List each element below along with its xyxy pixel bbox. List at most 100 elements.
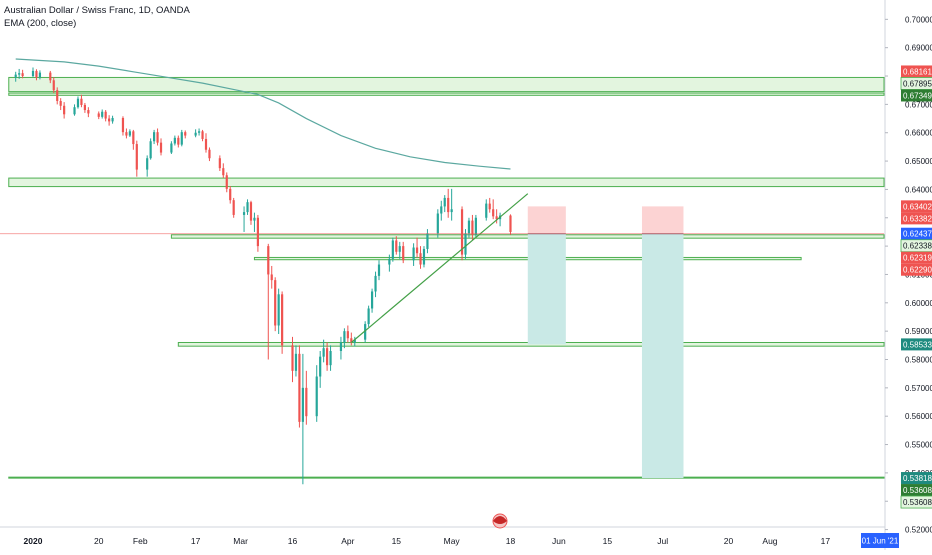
candle-body <box>63 105 66 115</box>
price-label-text: 0.53608 <box>903 498 932 507</box>
candle <box>63 102 66 119</box>
x-tick-label: 20 <box>94 536 104 546</box>
candle-body <box>128 131 131 136</box>
candle <box>443 195 446 213</box>
candle-body <box>353 339 356 343</box>
candle-body <box>135 144 138 170</box>
candle-body <box>301 387 304 422</box>
candle <box>270 265 273 289</box>
candle <box>21 69 24 79</box>
candle-body <box>101 111 104 117</box>
candle <box>294 345 298 377</box>
candle <box>153 129 156 145</box>
x-tick-label: 16 <box>288 536 298 546</box>
candle-body <box>149 141 152 159</box>
candle-body <box>350 338 353 343</box>
candle <box>315 365 318 422</box>
candle <box>415 237 419 258</box>
candle <box>201 129 204 142</box>
y-tick-label: 0.64000 <box>905 185 932 194</box>
candle-body <box>246 202 249 213</box>
candle <box>173 135 176 146</box>
price-label-text: 0.67349 <box>903 91 932 100</box>
candle-body <box>509 215 512 232</box>
price-label-bg <box>901 227 932 240</box>
y-tick-label: 0.57000 <box>905 384 932 393</box>
candle-body <box>277 294 280 326</box>
candle-body <box>225 175 228 189</box>
candle-body <box>21 73 24 77</box>
price-label-text: 0.63382 <box>903 214 932 223</box>
candle-body <box>267 246 270 275</box>
y-tick-label: 0.55000 <box>905 441 932 450</box>
x-tick-label: Aug <box>762 536 777 546</box>
candle-body <box>447 197 450 213</box>
price-label-text: 0.63402 <box>903 202 932 211</box>
y-tick-label: 0.69000 <box>905 44 932 53</box>
candle <box>225 172 228 193</box>
candle <box>377 260 381 281</box>
candle <box>80 94 83 108</box>
candle-body <box>125 132 128 136</box>
candle <box>135 140 138 177</box>
candle <box>419 246 422 269</box>
candle-body <box>291 345 294 371</box>
candle-body <box>108 118 111 122</box>
candle-body <box>159 142 163 153</box>
candle-body <box>253 217 256 221</box>
candle-body <box>208 149 211 159</box>
zone-6 <box>8 476 885 479</box>
price-label-bg <box>901 338 932 351</box>
candle <box>422 246 426 268</box>
candle-body <box>180 132 183 145</box>
x-tick-label: 15 <box>392 536 402 546</box>
x-tick-label: 2020 <box>24 536 43 546</box>
candle-body <box>104 111 107 119</box>
candle-body <box>201 131 204 139</box>
candle <box>388 254 391 272</box>
candle <box>97 111 100 120</box>
zone-2 <box>8 177 885 188</box>
candle <box>128 129 131 137</box>
price-label: 0.58533 <box>901 338 932 351</box>
candle <box>76 96 80 109</box>
candle <box>281 291 284 354</box>
candle <box>149 138 152 160</box>
candle <box>322 339 325 363</box>
candle <box>412 243 415 266</box>
candle-body <box>197 131 201 133</box>
price-label: 0.63382 <box>901 212 932 225</box>
position-stop-0 <box>527 206 566 234</box>
price-label: 0.62437 <box>901 227 932 240</box>
candle-body <box>412 247 415 261</box>
candle <box>339 336 343 360</box>
candle <box>398 241 401 259</box>
candle-body <box>450 209 453 213</box>
candle <box>253 212 256 232</box>
x-tick-label: Apr <box>341 536 354 546</box>
candle <box>367 305 370 327</box>
y-tick-label: 0.60000 <box>905 299 932 308</box>
x-tick-label: 15 <box>603 536 613 546</box>
y-tick-label: 0.59000 <box>905 327 932 336</box>
candle-body <box>146 158 149 170</box>
candle-body <box>294 353 298 371</box>
candle <box>395 236 398 255</box>
candle <box>402 241 405 264</box>
candle <box>184 130 187 139</box>
candle-body <box>281 294 284 346</box>
time-axis: 2020 20 Feb 17 Mar 16 Apr 15 May 18 Jun 15 Jul 20 Aug 1… <box>0 526 899 548</box>
candle <box>277 288 280 334</box>
candle-body <box>97 113 100 117</box>
candle <box>374 271 377 298</box>
candle-body <box>256 217 259 247</box>
candle-body <box>38 72 42 78</box>
candle <box>488 197 491 213</box>
price-labels-layer: 0.68161 0.67895 0.67349 0.63402 0.63382 0.624… <box>900 65 932 509</box>
candle-body <box>132 131 135 145</box>
candle <box>73 104 76 116</box>
candle <box>218 155 221 171</box>
price-label-bg <box>901 65 932 78</box>
